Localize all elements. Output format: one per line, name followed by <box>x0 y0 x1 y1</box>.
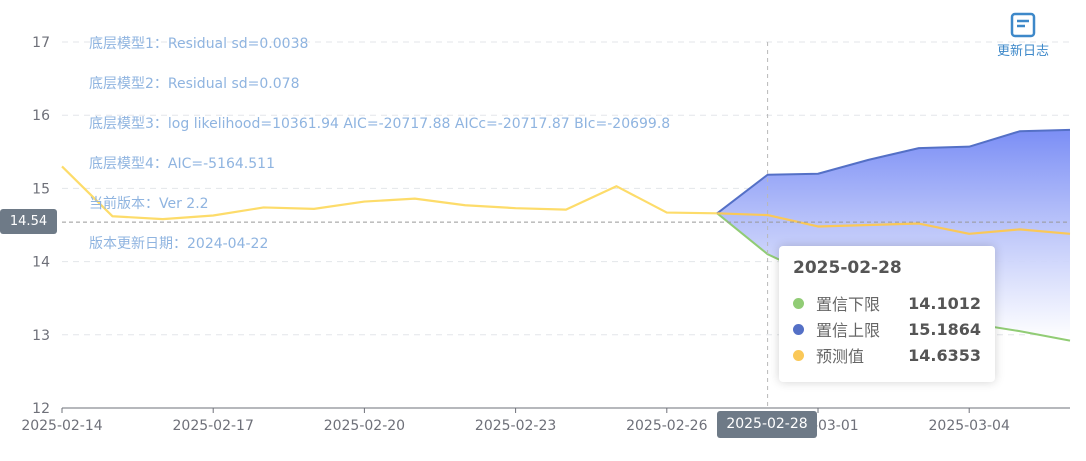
model-notes: 底层模型1：Residual sd=0.0038 底层模型2：Residual s… <box>89 36 670 252</box>
upper-line <box>716 128 1071 215</box>
x-tick-label: 2025-02-14 <box>21 418 102 434</box>
model-note: 版本更新日期：2024-04-22 <box>89 236 268 252</box>
tooltip-row-value: 15.1864 <box>908 319 981 339</box>
tooltip: 2025-02-28 置信下限 14.1012 置信上限 15.1864 预测值… <box>779 246 995 382</box>
y-tick-label: 17 <box>32 35 50 51</box>
model-note: 底层模型4：AIC=-5164.511 <box>89 156 275 172</box>
tooltip-row-name: 置信下限 <box>816 295 881 314</box>
x-tick-label: 2025-02-17 <box>173 418 254 434</box>
x-pointer-label: 2025-02-28 <box>717 411 817 438</box>
tooltip-row-name: 预测值 <box>816 347 865 366</box>
forecast-dot-icon <box>793 349 804 361</box>
x-tick-label: 2025-02-26 <box>626 418 707 434</box>
tooltip-row-value: 14.6353 <box>908 345 981 365</box>
changelog-label: 更新日志 <box>996 44 1049 59</box>
axis-pointer <box>62 42 1070 408</box>
model-note: 当前版本：Ver 2.2 <box>89 195 209 212</box>
x-tick-label: 2025-03-04 <box>929 418 1010 434</box>
tooltip-row-value: 14.1012 <box>908 293 981 313</box>
x-axis: 2025-02-14 2025-02-17 2025-02-20 2025-02-23… <box>21 407 1070 434</box>
tooltip-row-name: 置信上限 <box>816 321 881 340</box>
forecast-line <box>717 212 1071 235</box>
model-note: 底层模型1：Residual sd=0.0038 <box>89 36 308 52</box>
tooltip-row-forecast: 预测值 14.6353 <box>793 342 981 368</box>
document-icon <box>1010 12 1036 38</box>
model-note: 底层模型3：log likelihood=10361.94 AIC=-20717… <box>89 116 670 132</box>
lower-dot-icon <box>793 297 804 309</box>
y-axis-ticks: 12 13 14 15 16 17 <box>32 35 50 417</box>
tooltip-row-upper: 置信上限 15.1864 <box>793 316 981 342</box>
y-tick-label: 12 <box>32 401 50 417</box>
x-tick-label: 2025-02-20 <box>324 418 405 434</box>
tooltip-row-lower: 置信下限 14.1012 <box>793 290 981 316</box>
x-tick-label: 2025-02-23 <box>475 418 556 434</box>
y-tick-label: 13 <box>32 328 50 344</box>
upper-dot-icon <box>793 323 804 335</box>
y-tick-label: 14 <box>32 255 50 271</box>
history-line <box>61 165 718 221</box>
changelog-button[interactable]: 更新日志 <box>988 12 1058 59</box>
y-tick-label: 15 <box>32 181 50 197</box>
y-tick-label: 16 <box>32 108 50 124</box>
tooltip-title: 2025-02-28 <box>793 258 902 278</box>
y-pointer-label: 14.54 <box>0 209 57 234</box>
model-note: 底层模型2：Residual sd=0.078 <box>89 76 299 92</box>
